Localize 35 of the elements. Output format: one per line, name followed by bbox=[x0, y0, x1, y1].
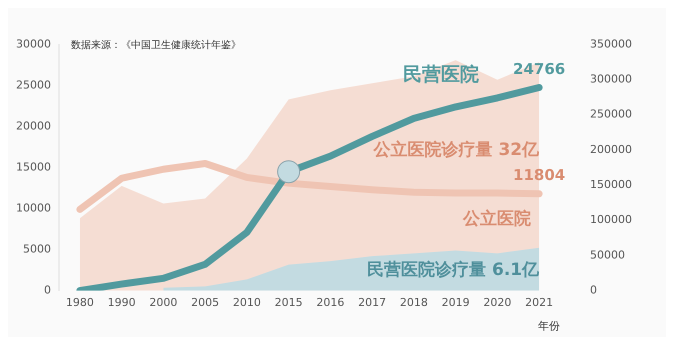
y-tick-label: 0 bbox=[44, 283, 51, 296]
series-label: 民营医院诊疗量 6.1亿 bbox=[367, 260, 540, 280]
series-label: 公立医院 bbox=[462, 209, 532, 230]
data-label: 24766 bbox=[513, 60, 566, 78]
x-tick-label: 2017 bbox=[358, 296, 386, 310]
x-tick-label: 2016 bbox=[316, 296, 344, 310]
x-tick-label: 2005 bbox=[191, 296, 220, 310]
x-tick-label: 2000 bbox=[149, 296, 178, 310]
y-tick-label: 20000 bbox=[16, 119, 51, 132]
x-tick-label: 2019 bbox=[442, 296, 470, 310]
y2-tick-label: 150000 bbox=[590, 178, 632, 192]
y-tick-label: 25000 bbox=[16, 78, 51, 92]
y-tick-label: 15000 bbox=[16, 160, 51, 174]
x-tick-label: 2015 bbox=[274, 296, 303, 310]
y2-tick-label: 50000 bbox=[590, 248, 626, 262]
x-tick-label: 1980 bbox=[66, 296, 94, 310]
data-label: 11804 bbox=[513, 166, 566, 184]
y2-tick-label: 100000 bbox=[590, 213, 632, 226]
y-tick-label: 30000 bbox=[16, 37, 51, 50]
x-tick-label: 2020 bbox=[483, 296, 512, 310]
y2-tick-label: 200000 bbox=[590, 142, 632, 156]
y2-tick-label: 250000 bbox=[590, 108, 632, 121]
x-axis-title: 年份 bbox=[538, 319, 560, 332]
x-tick-label: 2010 bbox=[232, 296, 261, 310]
x-tick-label: 1990 bbox=[108, 296, 136, 310]
x-tick-label: 2018 bbox=[400, 296, 428, 310]
annotation: 数据来源：《中国卫生健康统计年鉴》 bbox=[70, 39, 241, 52]
y-tick-label: 5000 bbox=[22, 242, 51, 256]
y2-tick-label: 350000 bbox=[590, 37, 632, 50]
y2-tick-label: 0 bbox=[590, 283, 598, 296]
x-tick-label: 2021 bbox=[525, 296, 554, 310]
series-label: 公立医院诊疗量 32亿 bbox=[372, 140, 540, 160]
series-label: 民营医院 bbox=[403, 63, 480, 86]
y-tick-label: 10000 bbox=[16, 201, 51, 214]
y2-tick-label: 300000 bbox=[590, 72, 632, 86]
